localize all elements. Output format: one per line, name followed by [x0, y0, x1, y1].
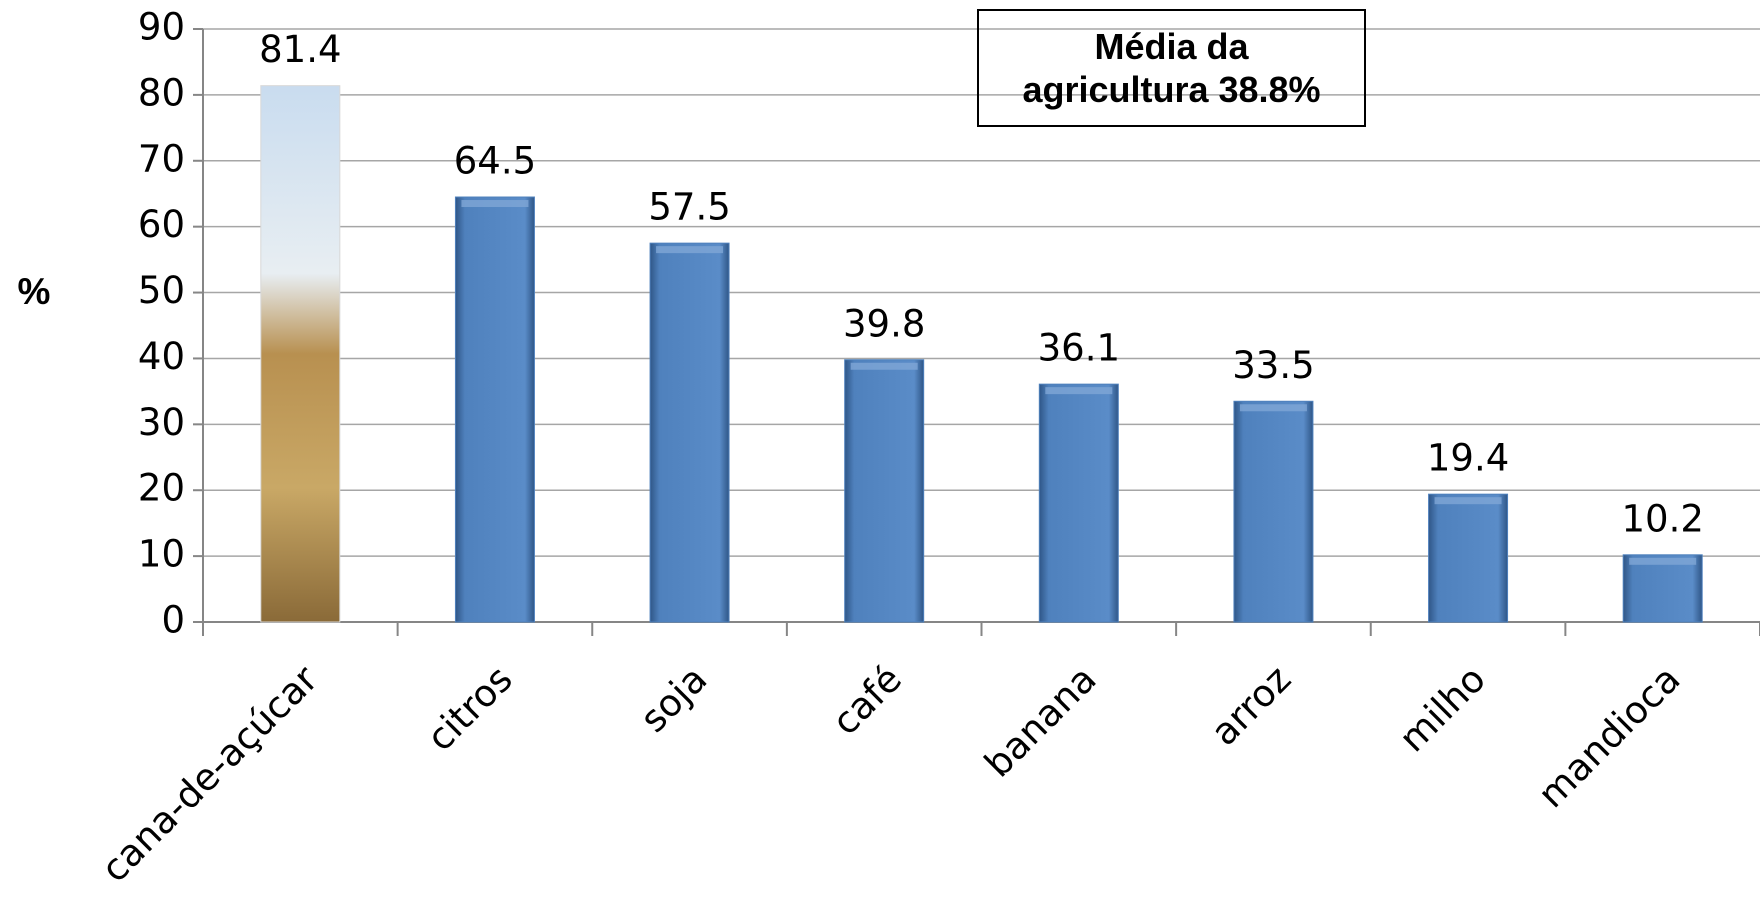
bar-bevel	[1045, 387, 1113, 395]
bar-bevel	[1239, 404, 1307, 412]
bar	[1038, 383, 1119, 623]
bar-bevel	[850, 362, 918, 370]
value-label: 36.1	[1038, 327, 1120, 370]
x-tick-label: banana	[976, 657, 1104, 785]
annotation: Média da agricultura 38.8%	[977, 9, 1366, 127]
bar-bevel	[1434, 497, 1502, 505]
bar	[844, 359, 925, 623]
x-tick-label: arroz	[1203, 657, 1300, 754]
value-label: 64.5	[454, 140, 536, 183]
bar	[1428, 493, 1509, 623]
x-tick-label: soja	[632, 657, 715, 740]
y-tick-label: 70	[138, 137, 185, 180]
y-tick-label: 50	[138, 269, 185, 312]
x-tick-label: citros	[419, 657, 521, 759]
bar-bevel	[656, 246, 724, 254]
y-tick-label: 20	[138, 467, 185, 510]
y-tick-label: 30	[138, 401, 185, 444]
bar	[454, 196, 535, 623]
y-tick-label: 10	[138, 533, 185, 576]
value-label: 57.5	[648, 186, 730, 229]
y-tick-label: 40	[138, 335, 185, 378]
bar	[1233, 400, 1314, 623]
bar-bevel	[461, 200, 529, 208]
y-axis-label: %	[18, 271, 51, 312]
y-tick-label: 60	[138, 203, 185, 246]
value-label: 81.4	[259, 28, 341, 71]
value-label: 19.4	[1427, 437, 1509, 480]
y-tick-label: 90	[138, 6, 185, 49]
x-tick-label: cana-de-açúcar	[93, 657, 327, 891]
y-tick-label: 80	[138, 71, 185, 114]
value-label: 10.2	[1621, 497, 1703, 540]
value-label: 39.8	[843, 302, 925, 345]
bar	[1622, 554, 1703, 623]
value-label: 33.5	[1232, 344, 1314, 387]
x-tick-label: milho	[1391, 657, 1494, 760]
y-tick-label: 0	[161, 599, 185, 642]
bar-bevel	[1629, 557, 1697, 565]
x-tick-label: mandioca	[1530, 657, 1689, 816]
bar	[649, 242, 730, 623]
bar	[260, 85, 341, 623]
x-tick-label: café	[824, 657, 910, 743]
